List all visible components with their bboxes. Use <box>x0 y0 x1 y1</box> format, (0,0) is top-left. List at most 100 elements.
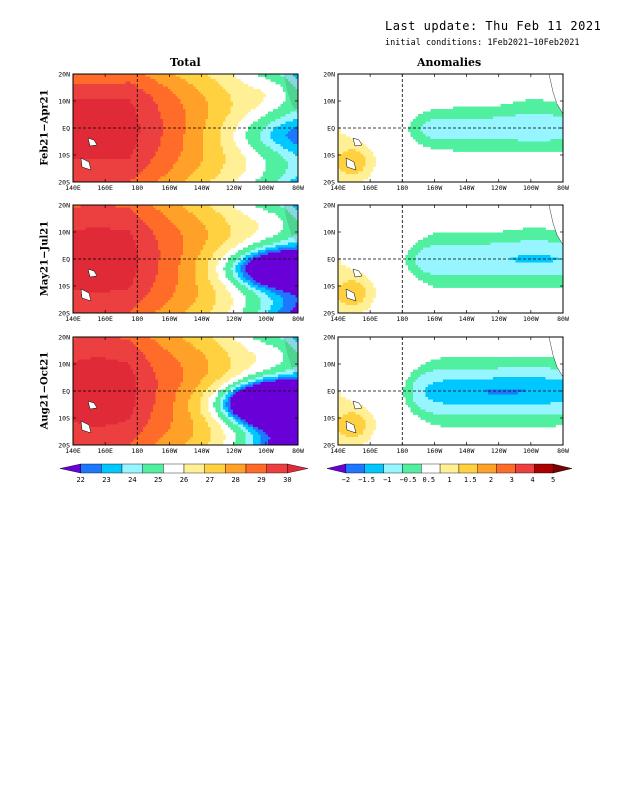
colorbar-label: 26 <box>180 476 188 484</box>
colorbar-label: 27 <box>206 476 214 484</box>
x-tick-label: 80W <box>557 315 569 323</box>
x-tick-label: 120W <box>491 447 507 455</box>
island <box>80 288 92 302</box>
colorbar-end <box>552 463 573 474</box>
x-tick-label: 160W <box>427 315 443 323</box>
anomalies-panel-1: 140E 160E 180 160W 140W 120W 100W 80W 20N 10N EQ 10… <box>323 71 569 193</box>
coastline <box>283 74 298 115</box>
x-tick-label: 100W <box>258 447 274 455</box>
colorbar-swatch <box>402 463 422 474</box>
island <box>80 157 92 171</box>
colorbar-swatch <box>245 463 267 474</box>
y-tick-label: 20S <box>323 310 335 318</box>
y-tick-label: 20N <box>323 334 335 342</box>
x-tick-label: 100W <box>258 315 274 323</box>
y-tick-label: 20S <box>323 442 335 450</box>
y-tick-label: EQ <box>327 388 335 396</box>
x-tick-label: 140W <box>194 315 210 323</box>
y-tick-label: 10S <box>323 152 335 160</box>
colorbar-swatch <box>458 463 478 474</box>
y-tick-label: EQ <box>62 125 70 133</box>
colorbar-swatch <box>439 463 460 474</box>
coastline <box>548 205 563 246</box>
total-panel-3: 140E 160E 180 160W 140W 120W 100W 80W 20N 10N EQ 10… <box>58 334 304 456</box>
x-tick-label: 180 <box>396 447 408 455</box>
y-tick-label: 10S <box>323 415 335 423</box>
y-tick-label: 10S <box>58 283 70 291</box>
y-tick-label: EQ <box>327 125 335 133</box>
colorbar-label: 4 <box>530 476 534 484</box>
contour-field <box>73 74 298 182</box>
x-tick-label: 180 <box>396 315 408 323</box>
y-tick-label: 10N <box>323 98 335 106</box>
y-tick-label: 10N <box>323 361 335 369</box>
island <box>345 288 357 302</box>
colorbar-swatch <box>421 463 441 474</box>
total-panel-1: 140E 160E 180 160W 140W 120W 100W 80W 20N 10N EQ 10… <box>58 71 304 193</box>
x-tick-label: 120W <box>491 315 507 323</box>
colorbar-label: 25 <box>154 476 162 484</box>
coastline <box>283 205 298 246</box>
colorbar-label: 30 <box>283 476 291 484</box>
colorbar-swatch <box>477 463 497 474</box>
x-tick-label: 160E <box>97 184 113 192</box>
total-panel-2: 140E 160E 180 160W 140W 120W 100W 80W 20N 10N EQ 10… <box>58 202 304 324</box>
x-tick-label: 80W <box>292 184 304 192</box>
y-tick-label: 10N <box>58 361 70 369</box>
island <box>352 137 363 147</box>
x-tick-label: 100W <box>523 315 539 323</box>
x-tick-label: 140W <box>194 447 210 455</box>
initial-conditions-text: initial conditions: 1Feb2021−10Feb2021 <box>385 38 580 48</box>
y-tick-label: 20S <box>58 310 70 318</box>
colorbar-swatch <box>225 463 247 474</box>
colorbar-end <box>326 463 347 474</box>
x-tick-label: 100W <box>523 184 539 192</box>
colorbar-swatch <box>515 463 535 474</box>
x-tick-label: 160E <box>362 447 378 455</box>
colorbar-label: 3 <box>510 476 514 484</box>
last-update-text: Last update: Thu Feb 11 2021 <box>385 19 602 33</box>
colorbar-swatch <box>183 463 205 474</box>
colorbar-label: −2 <box>342 476 350 484</box>
x-tick-label: 160E <box>97 447 113 455</box>
x-tick-label: 180 <box>131 315 143 323</box>
coastline <box>548 74 563 115</box>
contour-field <box>73 205 298 313</box>
x-tick-label: 180 <box>131 184 143 192</box>
anomalies-column-title: Anomalies <box>417 56 482 69</box>
x-tick-label: 160W <box>162 447 178 455</box>
colorbar-label: 2 <box>489 476 493 484</box>
anomalies-panel-3: 140E 160E 180 160W 140W 120W 100W 80W 20N 10N EQ 10… <box>323 334 569 456</box>
x-tick-label: 140E <box>330 184 346 192</box>
y-tick-label: 10N <box>58 229 70 237</box>
colorbar-label: −1 <box>383 476 391 484</box>
x-tick-label: 120W <box>226 447 242 455</box>
x-tick-label: 100W <box>258 184 274 192</box>
y-tick-label: 20N <box>323 202 335 210</box>
x-tick-label: 160W <box>427 184 443 192</box>
x-tick-label: 140E <box>65 315 81 323</box>
total-colorbar: 22 23 24 25 26 27 28 29 30 <box>59 463 309 484</box>
colorbar-label: 28 <box>231 476 239 484</box>
colorbar-label: −0.5 <box>400 476 417 484</box>
y-tick-label: EQ <box>62 256 70 264</box>
colorbar-end <box>59 463 81 474</box>
x-tick-label: 140W <box>194 184 210 192</box>
y-tick-label: 20N <box>323 71 335 79</box>
y-tick-label: EQ <box>327 256 335 264</box>
coastline <box>548 337 563 378</box>
colorbar-swatch <box>266 463 288 474</box>
y-tick-label: 20S <box>323 179 335 187</box>
island <box>345 420 357 434</box>
anomalies-colorbar: −2 −1.5 −1 −0.5 0.5 1 1.5 2 3 4 5 <box>326 463 573 484</box>
colorbar-swatch <box>163 463 185 474</box>
x-tick-label: 140W <box>459 447 475 455</box>
x-tick-label: 120W <box>226 315 242 323</box>
total-column-title: Total <box>170 56 201 69</box>
y-tick-label: EQ <box>62 388 70 396</box>
contour-field <box>338 74 563 182</box>
y-tick-label: 10N <box>323 229 335 237</box>
x-tick-label: 140W <box>459 184 475 192</box>
colorbar-swatch <box>345 463 365 474</box>
island <box>80 420 92 434</box>
